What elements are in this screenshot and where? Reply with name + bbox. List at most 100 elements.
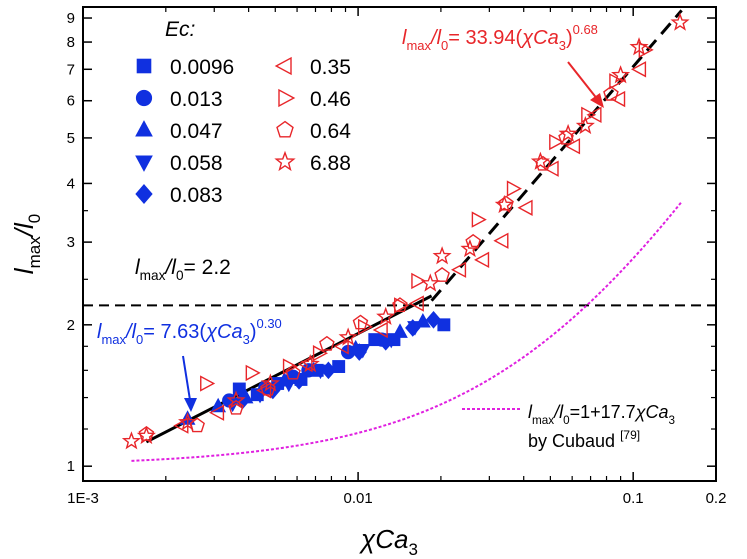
cubaud-label-mid: /l [552,402,564,422]
data-point [394,297,410,314]
x-axis-label-main: Ca [375,524,408,554]
x-axis-label: χCa3 [359,524,418,559]
y-tick-label: 3 [67,234,75,251]
data-point [408,295,424,312]
data-point [603,85,619,101]
y-tick-label: 6 [67,93,75,110]
data-point [506,180,522,197]
fit-high-label-mid: /l [429,27,442,49]
cubaud-label-sub1: max [532,414,554,427]
legend-marker [274,150,296,172]
fit-low-label-sub1: max [101,332,126,347]
plot-frame [82,6,717,482]
data-point [178,412,198,431]
fit-high-label-chi: χ [520,27,534,49]
data-point [297,355,313,373]
x-tick-label: 1E-3 [67,490,99,507]
data-point [378,333,394,351]
fit-low-label-chi: χ [204,321,218,343]
fit-low-arrow [182,355,191,401]
y-tick-label: 5 [67,130,75,147]
cubaud-label-chi: χ [634,402,647,422]
cubaud-label-l: l [528,402,533,422]
fit-low-label-sub2: 0 [136,332,143,347]
fit-low-label-close: ) [250,321,257,343]
data-point [629,37,649,56]
fit-low-arrowhead [184,398,197,412]
data-point [437,318,451,332]
cubaud-label-ca: Ca [646,402,669,422]
data-point [208,404,225,421]
data-point [351,343,367,361]
y-tick-label: 4 [67,175,75,192]
data-point [471,211,487,228]
fit-high-label-close: ) [566,27,573,49]
data-point [517,199,533,216]
data-point [357,318,374,336]
data-point [300,353,320,373]
legend-label: 0.35 [310,56,351,79]
data-point [312,345,329,362]
legend-label: 0.64 [310,120,351,143]
cubaud-ref-pre: by Cubaud [528,431,620,451]
data-point [493,232,509,249]
legend-marker [278,88,296,108]
y-tick-label: 8 [67,34,75,51]
series-0.35 [173,61,647,434]
y-axis-label: lmax/l0 [9,214,44,274]
fit-low-label-ca-sub: 3 [243,332,250,347]
data-point [543,160,559,177]
data-point [575,115,595,135]
data-point [232,382,246,396]
data-point [256,382,272,399]
data-point [338,327,358,346]
data-point [465,233,481,249]
series-6.88 [121,12,690,450]
threshold-label: lmax/l0= 2.2 [135,256,231,283]
y-tick-label: 7 [67,61,75,78]
legend-label: 0.0096 [170,56,234,79]
fit-line-high [430,9,683,302]
data-point [392,297,408,313]
x-axis-label-sub: 3 [408,540,417,559]
x-tick-label: 0.01 [343,490,372,507]
y-tick-label: 2 [67,317,75,334]
threshold-label-mid: /l [163,256,177,279]
data-point [121,431,142,450]
data-point [291,371,307,390]
fit-high-label: lmax/l0= 33.94(χCa3)0.68 [402,22,598,53]
data-point [420,273,440,292]
data-point [581,106,597,123]
data-point [285,364,301,380]
fit-low-label-eq: = 7.63( [143,321,206,343]
series-layer [83,9,716,462]
cubaud-ref-label: by Cubaud [79] [528,428,640,451]
x-tick-label: 0.2 [706,490,727,507]
cubaud-label-eq: =1+17.7 [570,402,636,422]
threshold-label-eq: = 2.2 [184,256,231,279]
y-axis-label-mid: /l [9,222,39,238]
data-point [670,12,690,31]
data-point [136,425,156,445]
data-point [432,246,452,265]
cubaud-label-ca-sub: 3 [669,414,676,427]
legend-label: 0.058 [170,152,223,175]
series-0.083 [234,310,442,410]
data-point [245,364,261,382]
fit-high-label-l: l [402,27,407,49]
fit-low-label-exp: 0.30 [256,316,281,331]
y-axis-label-main: l [9,267,39,274]
fit-low-label: lmax/l0= 7.63(χCa3)0.30 [97,316,282,347]
fit-high-label-ca: Ca [533,27,559,49]
data-point [535,155,551,171]
data-point [405,319,421,337]
data-point [564,138,581,155]
y-tick-label: 9 [67,10,75,27]
legend-marker [274,56,292,76]
fit-low-label-l: l [97,321,102,343]
fit-high-label-sub2: 0 [441,38,448,53]
data-point [549,133,565,151]
